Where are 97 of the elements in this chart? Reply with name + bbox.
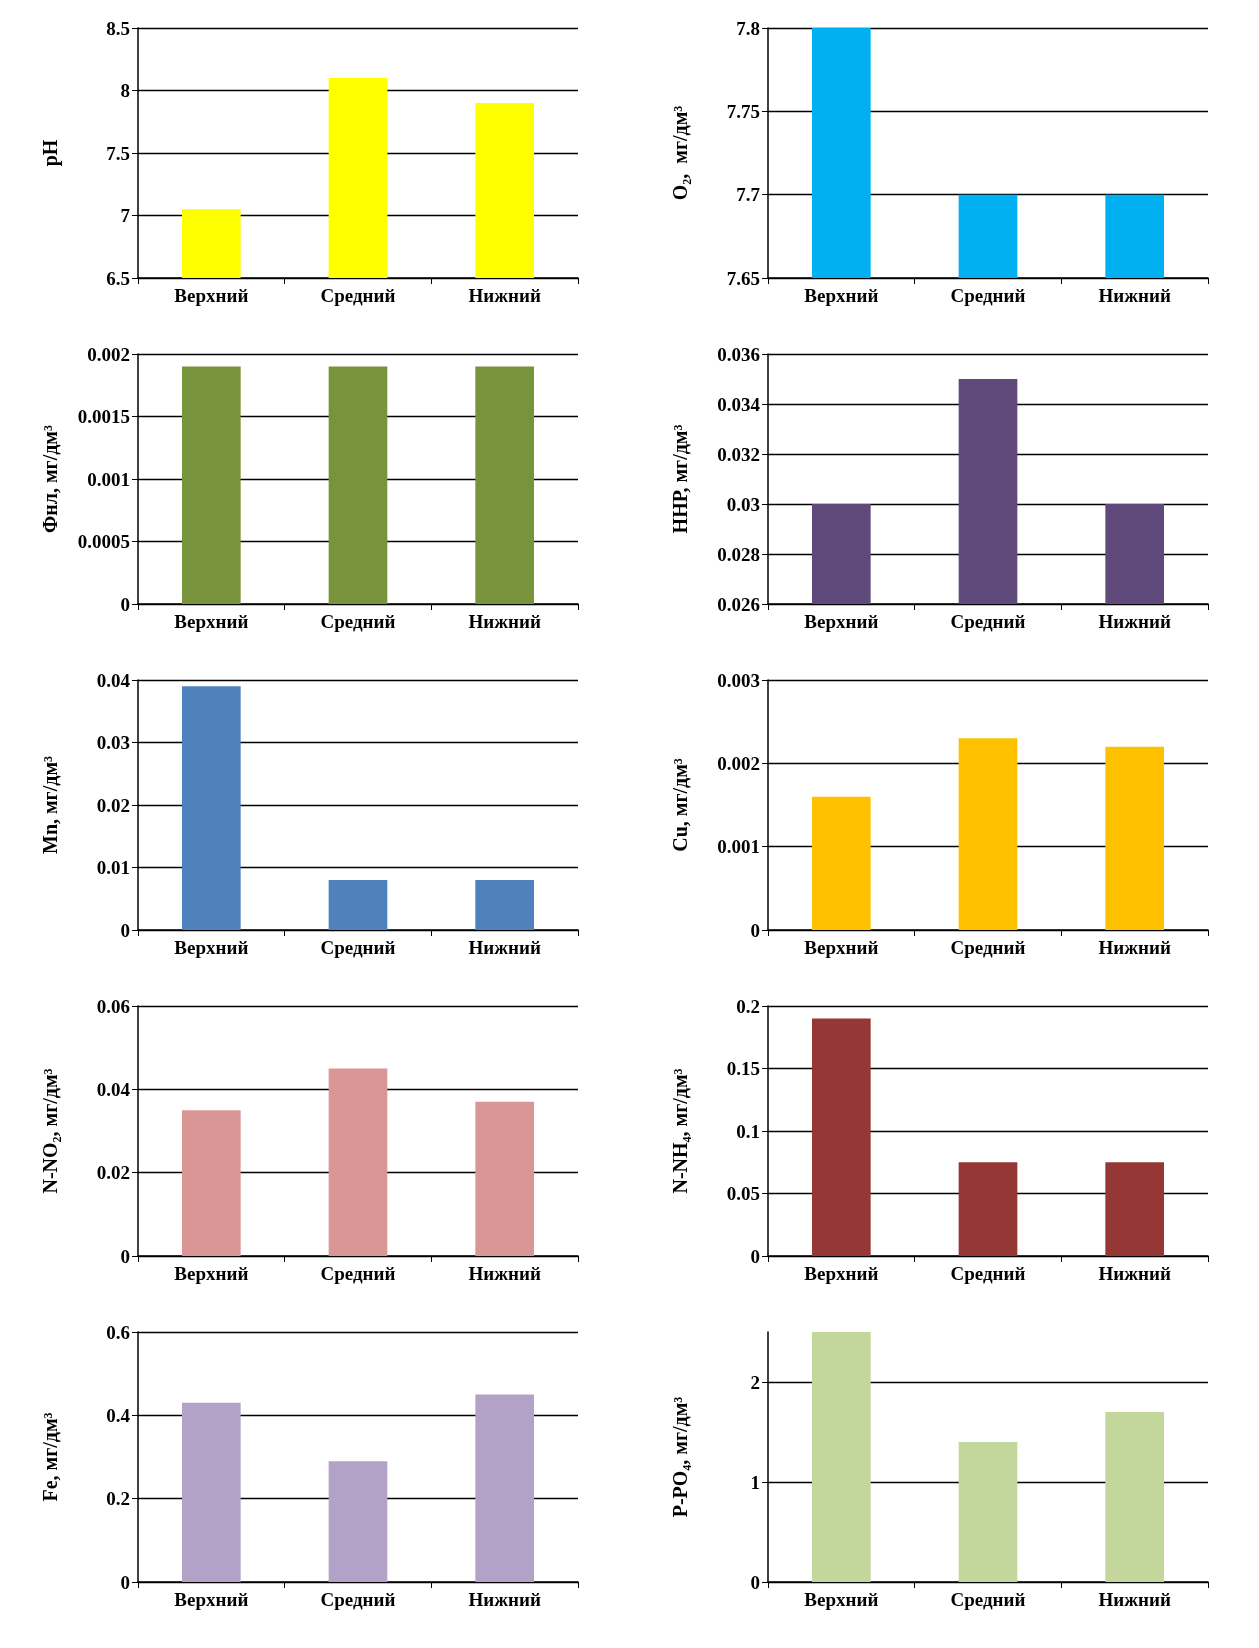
x-tick-label: Средний [320, 937, 396, 958]
bar [812, 796, 871, 930]
x-tick-label: Верхний [804, 611, 879, 632]
x-tick-label: Средний [950, 937, 1026, 958]
x-tick-label: Нижний [1098, 611, 1171, 632]
bar [328, 1068, 388, 1256]
y-axis-title: Mn, мг/дм³ [39, 756, 61, 854]
y-tick-label: 6.5 [106, 267, 130, 289]
y-tick-label: 0.002 [87, 343, 130, 365]
y-tick-label: 0.02 [96, 1162, 130, 1184]
y-tick-label: 0.06 [96, 995, 130, 1017]
y-tick-label: 8.5 [106, 17, 130, 39]
x-tick-label: Верхний [804, 1589, 879, 1610]
bar [1105, 1412, 1164, 1582]
y-tick-label: 0.04 [96, 1078, 131, 1100]
x-tick-label: Средний [950, 1589, 1026, 1610]
x-tick-label: Нижний [468, 1589, 541, 1610]
y-axis-title: N-NO₂, мг/дм³ [39, 1068, 61, 1194]
y-tick-label: 0.032 [717, 443, 760, 465]
x-tick-label: Нижний [468, 285, 541, 306]
bar [182, 1402, 241, 1582]
y-tick-label: 0.036 [717, 343, 760, 365]
bar [958, 738, 1018, 930]
x-tick-label: Верхний [804, 937, 879, 958]
y-tick-label: 0.034 [717, 393, 761, 415]
x-tick-label: Верхний [174, 611, 249, 632]
y-tick-label: 8 [120, 80, 130, 101]
y-tick-label: 0.2 [106, 1488, 130, 1510]
y-tick-label: 0.04 [96, 669, 131, 691]
x-tick-label: Нижний [1098, 1589, 1171, 1610]
x-tick-label: Средний [950, 285, 1026, 306]
y-tick-label: 7.5 [106, 142, 130, 164]
y-tick-label: 7.8 [736, 17, 760, 39]
bar [958, 1442, 1018, 1582]
y-axis-title: ННР, мг/дм³ [669, 424, 691, 534]
y-tick-label: 7.65 [726, 267, 760, 289]
bar [475, 1101, 534, 1256]
x-tick-label: Верхний [174, 1263, 249, 1284]
y-tick-label: 0 [750, 1571, 760, 1593]
bar [1105, 746, 1164, 930]
x-tick-label: Верхний [174, 285, 249, 306]
y-tick-label: 0 [750, 1245, 760, 1267]
x-tick-label: Нижний [468, 611, 541, 632]
y-tick-label: 0.0005 [77, 531, 130, 552]
y-tick-label: 0.003 [717, 669, 760, 691]
y-axis-title: P-PO₄, мг/дм³ [669, 1396, 691, 1518]
y-axis-title: pH [39, 139, 62, 167]
y-tick-label: 0.6 [106, 1321, 130, 1343]
y-tick-label: 0.002 [717, 752, 760, 774]
y-tick-label: 0.0015 [77, 406, 130, 427]
x-tick-label: Средний [320, 285, 396, 306]
x-tick-label: Средний [950, 1263, 1026, 1284]
y-tick-label: 0 [120, 1245, 130, 1267]
y-tick-label: 0 [120, 919, 130, 941]
x-tick-label: Верхний [804, 1263, 879, 1284]
y-tick-label: 0.03 [726, 493, 760, 515]
y-tick-label: 0 [120, 593, 130, 615]
y-tick-label: 1 [750, 1471, 760, 1493]
bar [182, 1110, 241, 1256]
x-tick-label: Нижний [468, 937, 541, 958]
y-tick-label: 0.02 [96, 794, 130, 816]
x-tick-label: Верхний [174, 1589, 249, 1610]
y-axis-title: O₂, мг/дм³ [669, 105, 691, 201]
x-tick-label: Нижний [1098, 937, 1171, 958]
y-tick-label: 0.001 [717, 836, 760, 858]
x-tick-label: Верхний [174, 937, 249, 958]
y-tick-label: 0.026 [717, 593, 760, 615]
y-axis-title: Фнл, мг/дм³ [39, 425, 61, 533]
x-tick-label: Нижний [468, 1263, 541, 1284]
y-tick-label: 0.03 [96, 732, 130, 753]
x-tick-label: Средний [950, 611, 1026, 632]
y-tick-label: 7.75 [726, 100, 760, 122]
y-tick-label: 0.028 [717, 543, 760, 565]
y-tick-label: 0.15 [726, 1058, 760, 1079]
y-tick-label: 0.4 [106, 1404, 131, 1426]
x-tick-label: Средний [320, 1589, 396, 1610]
y-tick-label: 0 [750, 919, 760, 941]
y-tick-label: 0 [120, 1571, 130, 1593]
bar [475, 1394, 534, 1582]
x-tick-label: Верхний [804, 285, 879, 306]
y-tick-label: 0.05 [726, 1183, 760, 1204]
x-tick-label: Средний [320, 611, 396, 632]
y-axis-title: Cu, мг/дм³ [669, 758, 691, 852]
y-tick-label: 7.7 [736, 184, 761, 206]
y-axis-title: Fe, мг/дм³ [39, 1412, 61, 1502]
y-tick-label: 0.001 [87, 468, 130, 490]
y-tick-label: 0.2 [736, 995, 760, 1017]
bar [812, 1332, 871, 1582]
y-axis-title: N-NH₄, мг/дм³ [669, 1068, 691, 1194]
y-tick-label: 2 [750, 1371, 760, 1393]
y-tick-label: 0.1 [736, 1120, 760, 1142]
x-tick-label: Средний [320, 1263, 396, 1284]
y-tick-label: 7 [120, 205, 131, 226]
x-tick-label: Нижний [1098, 285, 1171, 306]
y-tick-label: 0.01 [96, 857, 130, 878]
bar [328, 1461, 388, 1582]
x-tick-label: Нижний [1098, 1263, 1171, 1284]
